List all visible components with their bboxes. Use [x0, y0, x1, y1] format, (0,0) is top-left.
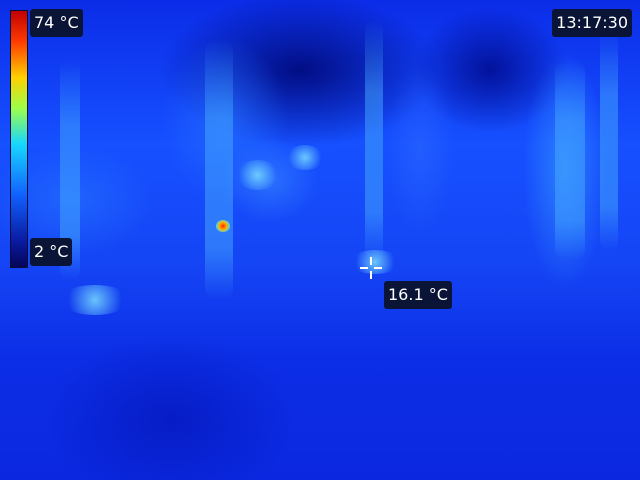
thermal-highlight	[350, 250, 400, 274]
thermal-highlight	[235, 160, 280, 190]
thermal-highlight	[60, 285, 130, 315]
thermal-tree-trunk	[555, 60, 585, 260]
hot-spot	[216, 220, 230, 232]
crosshair-icon	[360, 257, 382, 279]
scale-max-label: 74 °C	[30, 9, 83, 37]
thermal-highlight	[285, 145, 325, 170]
thermal-tree-trunk	[600, 30, 618, 250]
thermal-tree-trunk	[365, 20, 383, 260]
clock-label: 13:17:30	[552, 9, 632, 37]
thermal-tree-trunk	[205, 40, 233, 300]
spot-temperature-label: 16.1 °C	[384, 281, 452, 309]
thermal-tree-trunk	[60, 60, 80, 280]
scale-min-label: 2 °C	[30, 238, 73, 266]
temperature-colorbar	[10, 10, 28, 268]
